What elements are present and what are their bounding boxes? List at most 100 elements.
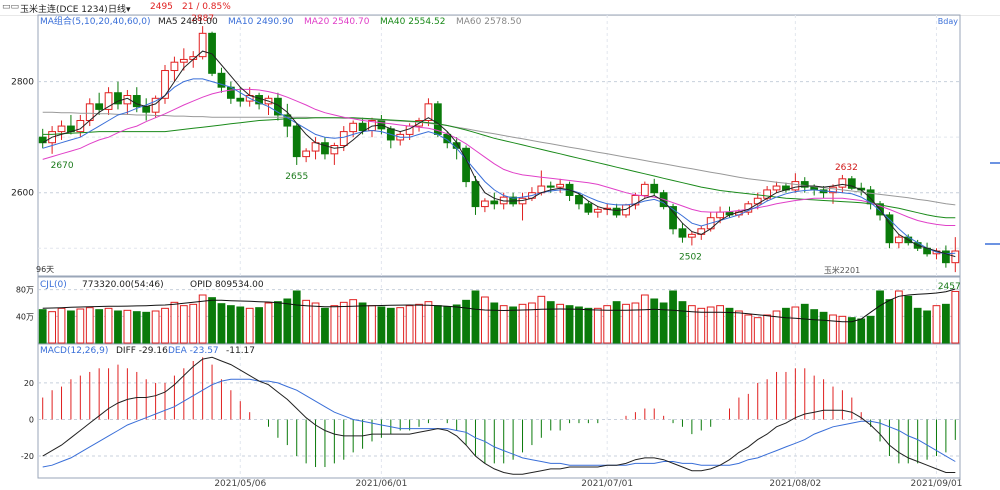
volume-bar xyxy=(622,303,630,344)
opi-legend-value: OPID 809534.00 xyxy=(190,280,264,290)
volume-tick-label: 80万 xyxy=(16,286,34,295)
volume-bar xyxy=(330,305,339,344)
volume-bar xyxy=(179,305,188,344)
volume-bar xyxy=(274,301,282,344)
period-selector[interactable]: 日线▾ xyxy=(108,2,131,15)
candle-body xyxy=(443,133,452,144)
volume-bar xyxy=(424,301,433,344)
volume-bar xyxy=(885,299,894,344)
macd-tick-label: 20 xyxy=(24,379,34,388)
candle-body xyxy=(791,181,800,191)
volume-bar xyxy=(415,303,423,344)
candle-body xyxy=(800,181,809,188)
candle-body xyxy=(104,92,113,110)
annotation-low-2502: 2502 xyxy=(679,252,702,262)
volume-bar xyxy=(292,290,301,344)
bday-tag: Bday xyxy=(938,17,958,26)
volume-bar xyxy=(132,311,141,344)
symbol-name[interactable]: 玉米主连(DCE 1234) xyxy=(20,5,108,15)
volume-bar xyxy=(67,310,75,344)
volume-bar xyxy=(104,307,113,344)
volume-bar xyxy=(123,309,132,344)
volume-bar xyxy=(847,317,856,344)
candle-body xyxy=(330,145,339,155)
macd-legend-dea: DEA -23.57 xyxy=(168,346,219,356)
candle-body xyxy=(546,185,555,188)
candle-body xyxy=(575,194,583,205)
volume-bar xyxy=(866,315,875,344)
volume-bar xyxy=(189,303,198,344)
volume-bar xyxy=(528,302,536,344)
volume-bar xyxy=(697,307,706,344)
volume-bar xyxy=(161,307,169,344)
price-tick-label: 2600 xyxy=(11,189,34,199)
candle-body xyxy=(349,122,358,133)
volume-bar xyxy=(829,314,837,344)
volume-bar xyxy=(471,290,480,344)
ma10-line xyxy=(42,78,956,255)
volume-bar xyxy=(800,303,809,344)
volume-bar xyxy=(509,306,517,344)
volume-bar xyxy=(857,318,866,344)
annotation-low-2457: 2457 xyxy=(938,282,961,292)
macd-legend-diff: DIFF -29.16 xyxy=(116,346,168,356)
candle-body xyxy=(95,103,104,110)
price-panel-frame xyxy=(37,14,961,277)
candle-body xyxy=(678,228,687,238)
volume-bar xyxy=(339,301,348,344)
volume-bar xyxy=(151,310,160,344)
volume-bar xyxy=(631,302,640,344)
volume-bar xyxy=(669,290,677,344)
candle-body xyxy=(772,185,781,191)
candle-body xyxy=(669,206,677,230)
volume-bar xyxy=(245,307,254,344)
volume-bar xyxy=(85,307,94,344)
days-count-label: 96天 xyxy=(36,265,54,274)
volume-bar xyxy=(772,310,781,344)
annotation-high-2632: 2632 xyxy=(835,163,858,173)
volume-bar xyxy=(321,307,329,344)
volume-bar xyxy=(236,306,245,344)
candle-body xyxy=(179,58,188,63)
window-menu-icon[interactable]: ▭▭ xyxy=(2,2,20,12)
candle-body xyxy=(302,150,311,158)
candle-body xyxy=(490,200,499,205)
volume-bar xyxy=(481,296,489,344)
ma-legend-item: MA5 2481.00 xyxy=(158,17,218,27)
volume-bar xyxy=(706,306,715,344)
price-tick-label: 2800 xyxy=(11,78,34,88)
candle-body xyxy=(829,186,837,194)
volume-bar xyxy=(744,314,753,344)
volume-bar xyxy=(650,298,659,344)
open-interest-line xyxy=(42,288,956,323)
price-change: 21 / 0.85% xyxy=(182,2,231,12)
volume-bar xyxy=(716,305,724,344)
volume-bar xyxy=(114,310,122,344)
candle-body xyxy=(481,200,489,208)
candle-body xyxy=(236,97,245,102)
volume-bar xyxy=(556,303,565,344)
candle-body xyxy=(170,61,179,72)
date-tick-label: 2021/09/01 xyxy=(911,479,963,489)
volume-bar xyxy=(838,315,847,344)
candle-body xyxy=(132,95,141,108)
volume-bar xyxy=(198,294,207,344)
candle-body xyxy=(142,106,151,113)
ma60-line xyxy=(42,111,956,206)
volume-bar xyxy=(95,309,104,344)
volume-bar xyxy=(640,294,649,344)
candle-body xyxy=(321,142,329,155)
volume-bar xyxy=(57,307,66,344)
macd-diff-line xyxy=(42,356,956,475)
candle-body xyxy=(593,208,602,213)
candle-body xyxy=(283,114,292,127)
volume-bar xyxy=(810,309,819,344)
annotation-low-2655: 2655 xyxy=(285,172,308,182)
volume-bar xyxy=(358,302,367,344)
volume-bar xyxy=(603,305,612,344)
macd-legend-label: MACD(12,26,9) xyxy=(40,346,108,356)
volume-bar xyxy=(791,306,800,344)
volume-bar xyxy=(593,307,602,344)
volume-bar xyxy=(302,299,311,344)
